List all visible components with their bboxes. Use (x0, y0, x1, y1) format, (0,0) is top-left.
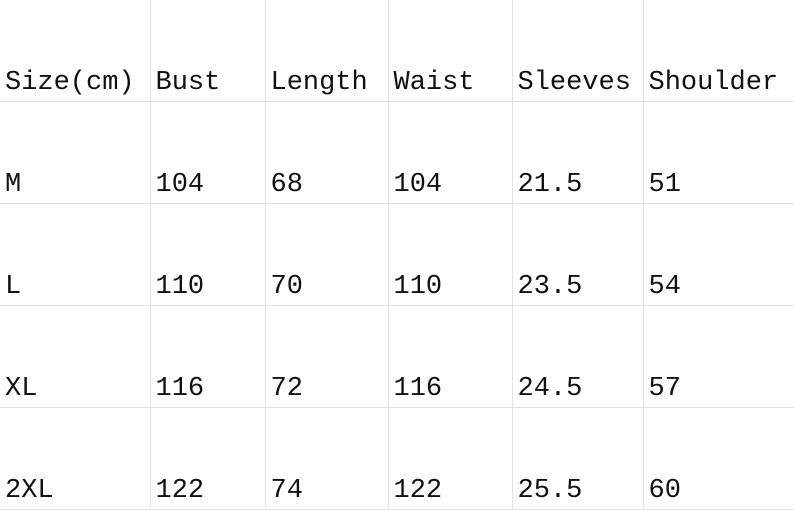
cell-size: XL (0, 305, 151, 408)
header-row: Size(cm) Bust Length Waist Sleeves Shoul… (0, 0, 794, 102)
cell-shoulder: 54 (642, 203, 794, 306)
table-row: M 104 68 104 21.5 51 (0, 101, 794, 204)
cell-size: 2XL (0, 407, 151, 510)
cell-bust: 122 (149, 407, 266, 510)
header-size: Size(cm) (0, 0, 151, 102)
cell-sleeves: 21.5 (511, 101, 644, 204)
cell-size: L (0, 203, 151, 306)
cell-waist: 116 (387, 305, 513, 408)
cell-length: 74 (264, 407, 389, 510)
cell-waist: 122 (387, 407, 513, 510)
cell-bust: 110 (149, 203, 266, 306)
cell-shoulder: 57 (642, 305, 794, 408)
cell-sleeves: 24.5 (511, 305, 644, 408)
table-row: L 110 70 110 23.5 54 (0, 203, 794, 306)
cell-size: M (0, 101, 151, 204)
cell-bust: 116 (149, 305, 266, 408)
cell-sleeves: 25.5 (511, 407, 644, 510)
header-waist: Waist (387, 0, 513, 102)
cell-length: 68 (264, 101, 389, 204)
cell-waist: 104 (387, 101, 513, 204)
header-bust: Bust (149, 0, 266, 102)
table-row: 2XL 122 74 122 25.5 60 (0, 407, 794, 510)
cell-shoulder: 51 (642, 101, 794, 204)
header-sleeves: Sleeves (511, 0, 644, 102)
cell-bust: 104 (149, 101, 266, 204)
table-row: XL 116 72 116 24.5 57 (0, 305, 794, 408)
cell-waist: 110 (387, 203, 513, 306)
cell-sleeves: 23.5 (511, 203, 644, 306)
cell-length: 70 (264, 203, 389, 306)
cell-shoulder: 60 (642, 407, 794, 510)
cell-length: 72 (264, 305, 389, 408)
header-shoulder: Shoulder (642, 0, 794, 102)
header-length: Length (264, 0, 389, 102)
